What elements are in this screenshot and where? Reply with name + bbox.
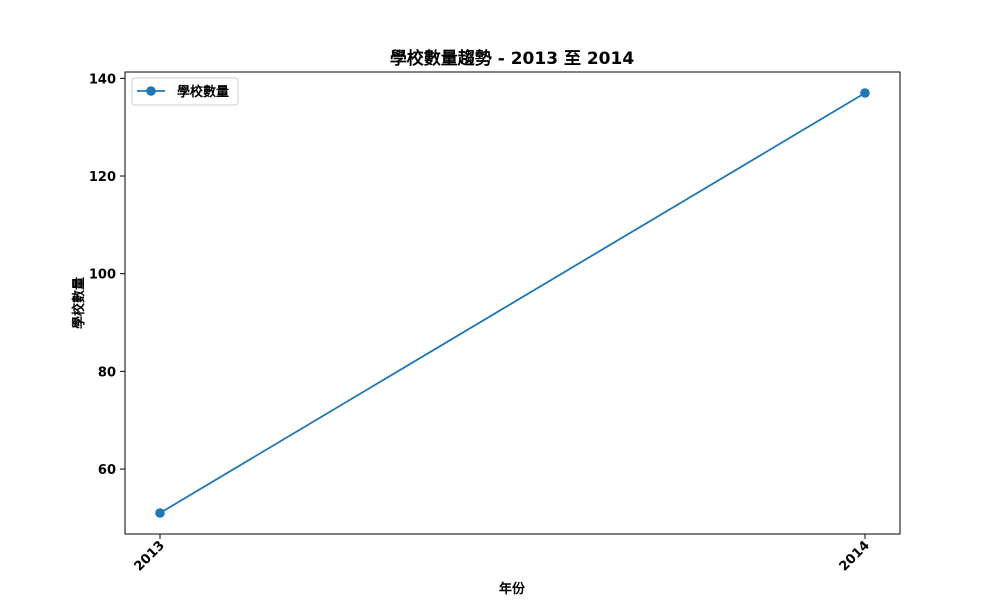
y-tick-label: 140: [89, 72, 116, 87]
x-axis-label: 年份: [499, 581, 526, 597]
legend-label: 學校數量: [177, 84, 229, 100]
y-tick-label: 80: [98, 365, 116, 380]
y-tick-label: 60: [98, 463, 116, 478]
series-line: [159, 92, 866, 514]
y-axis-ticks: 60 80 100 120 140: [89, 72, 125, 478]
legend-marker: [146, 86, 156, 96]
x-tick-label: 2014: [837, 538, 873, 574]
legend: 學校數量: [131, 77, 239, 106]
chart-title: 學校數量趨勢 - 2013 至 2014: [390, 48, 635, 69]
y-tick-label: 120: [89, 170, 116, 185]
data-point: [860, 88, 870, 98]
legend-box: [131, 77, 239, 106]
data-point: [155, 508, 165, 518]
x-tick-label: 2013: [132, 538, 168, 574]
y-axis-label: 學校數量: [71, 277, 87, 329]
x-axis-ticks: 2013 2014: [132, 534, 873, 574]
series-layer: [155, 88, 870, 518]
y-tick-label: 100: [89, 268, 116, 283]
